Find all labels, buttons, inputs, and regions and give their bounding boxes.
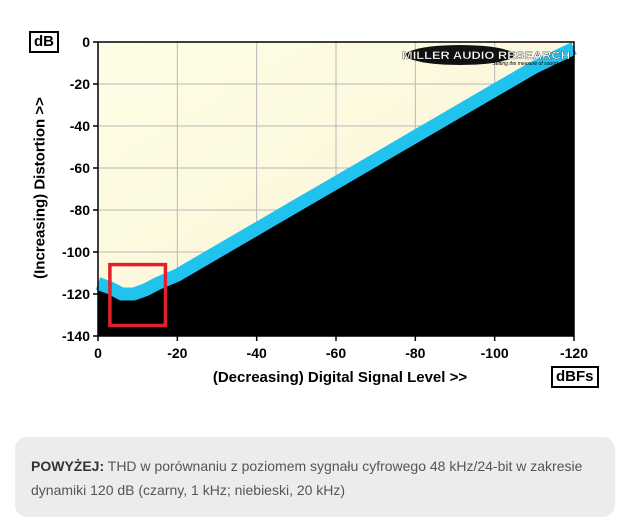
y-axis-title: (Increasing) Distortion >>	[31, 97, 49, 279]
x-axis-title: (Decreasing) Digital Signal Level >>	[212, 369, 468, 386]
caption-text: THD w porównaniu z poziomem sygnału cyfr…	[31, 458, 583, 498]
y-tick-label: -140	[62, 328, 90, 344]
highlight-box	[108, 262, 168, 328]
series-2-line	[95, 42, 577, 301]
chart-svg: MILLER AUDIO RESEARCH Setting the measur…	[62, 34, 588, 361]
x-tick-label: -60	[326, 345, 346, 361]
y-tick-label: -100	[62, 244, 90, 260]
miller-audio-research-logo: MILLER AUDIO RESEARCH Setting the measur…	[402, 45, 574, 67]
caption: POWYŻEJ: THD w porównaniu z poziomem syg…	[15, 437, 615, 517]
x-tick-label: -120	[560, 345, 588, 361]
y-tick-label: -20	[70, 76, 90, 92]
y-tick-label: -120	[62, 286, 90, 302]
y-tick-label: -60	[70, 160, 90, 176]
x-tick-label: -100	[481, 345, 509, 361]
y-tick-label: -40	[70, 118, 90, 134]
caption-label: POWYŻEJ:	[31, 458, 105, 474]
logo-text: MILLER AUDIO RESEARCH	[402, 50, 570, 62]
x-tick-label: -20	[167, 345, 187, 361]
y-tick-label: 0	[82, 34, 90, 50]
chart: MILLER AUDIO RESEARCH Setting the measur…	[29, 31, 599, 388]
y-unit-label: dB	[29, 31, 59, 53]
x-tick-label: -40	[247, 345, 267, 361]
x-tick-label: -80	[405, 345, 425, 361]
x-tick-label: 0	[94, 345, 102, 361]
logo-tagline: Setting the measure of sound quality	[492, 61, 574, 67]
x-unit-label: dBFs	[551, 366, 599, 388]
y-tick-label: -80	[70, 202, 90, 218]
